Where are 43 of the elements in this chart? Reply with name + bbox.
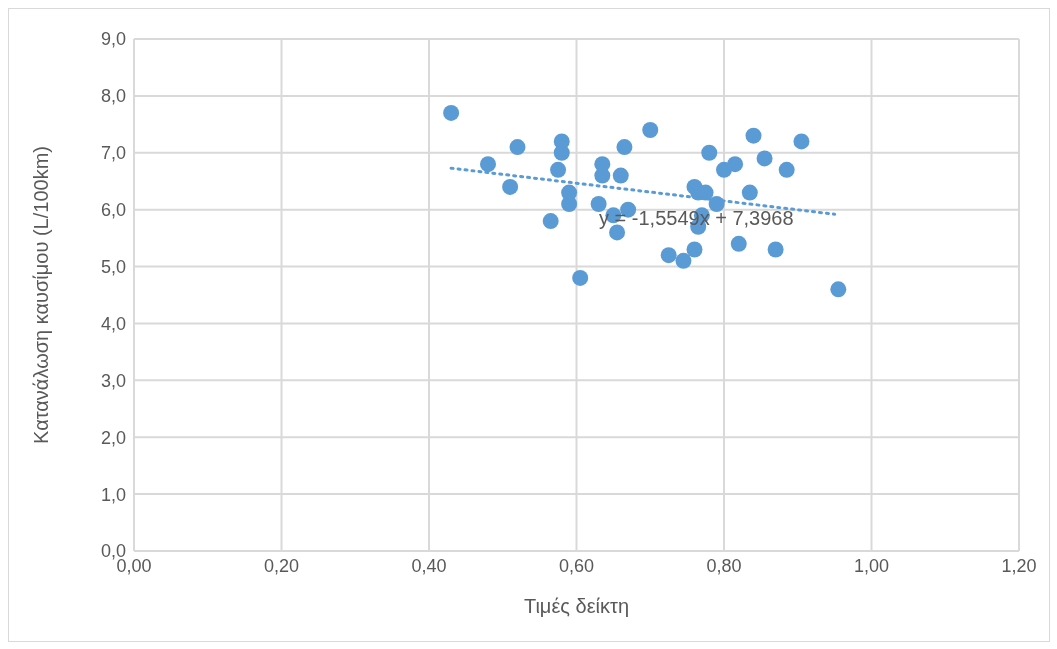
point <box>741 184 758 201</box>
x-tick-label: 0,80 <box>706 555 742 576</box>
point <box>686 241 703 258</box>
y-tick-label: 6,0 <box>100 200 126 221</box>
point <box>745 127 762 144</box>
point <box>443 104 460 121</box>
point <box>778 161 795 178</box>
y-tick-label: 7,0 <box>100 143 126 164</box>
point <box>616 139 633 156</box>
x-tick-label: 1,20 <box>1001 555 1037 576</box>
point <box>730 235 747 252</box>
point <box>830 281 847 298</box>
x-tick-label: 1,00 <box>853 555 890 576</box>
point <box>542 213 559 230</box>
y-tick-label: 9,0 <box>100 29 126 50</box>
point <box>550 161 567 178</box>
y-tick-label: 4,0 <box>100 313 126 334</box>
point <box>660 247 677 264</box>
point <box>708 195 725 212</box>
x-tick-label: 0,40 <box>411 555 447 576</box>
y-tick-label: 5,0 <box>100 256 126 277</box>
point <box>609 224 626 241</box>
y-tick-label: 3,0 <box>100 370 126 391</box>
point <box>756 150 773 167</box>
point <box>727 156 744 173</box>
x-tick-label: 0,60 <box>558 555 595 576</box>
point <box>509 139 526 156</box>
point <box>793 133 810 150</box>
point <box>767 241 784 258</box>
point <box>502 178 519 195</box>
x-axis-title: Τιμές δείκτη <box>523 595 630 617</box>
point <box>590 195 607 212</box>
x-tick-label: 0,20 <box>263 555 300 576</box>
y-tick-label: 2,0 <box>100 427 126 448</box>
y-tick-label: 1,0 <box>100 484 126 505</box>
point <box>480 156 496 173</box>
y-tick-label: 8,0 <box>100 86 126 107</box>
y-axis-title: Κατανάλωση καυσίμου (L/100km) <box>30 146 53 444</box>
point <box>675 252 692 269</box>
point <box>701 144 718 161</box>
point <box>642 122 659 139</box>
point <box>572 269 589 286</box>
point <box>612 167 629 184</box>
